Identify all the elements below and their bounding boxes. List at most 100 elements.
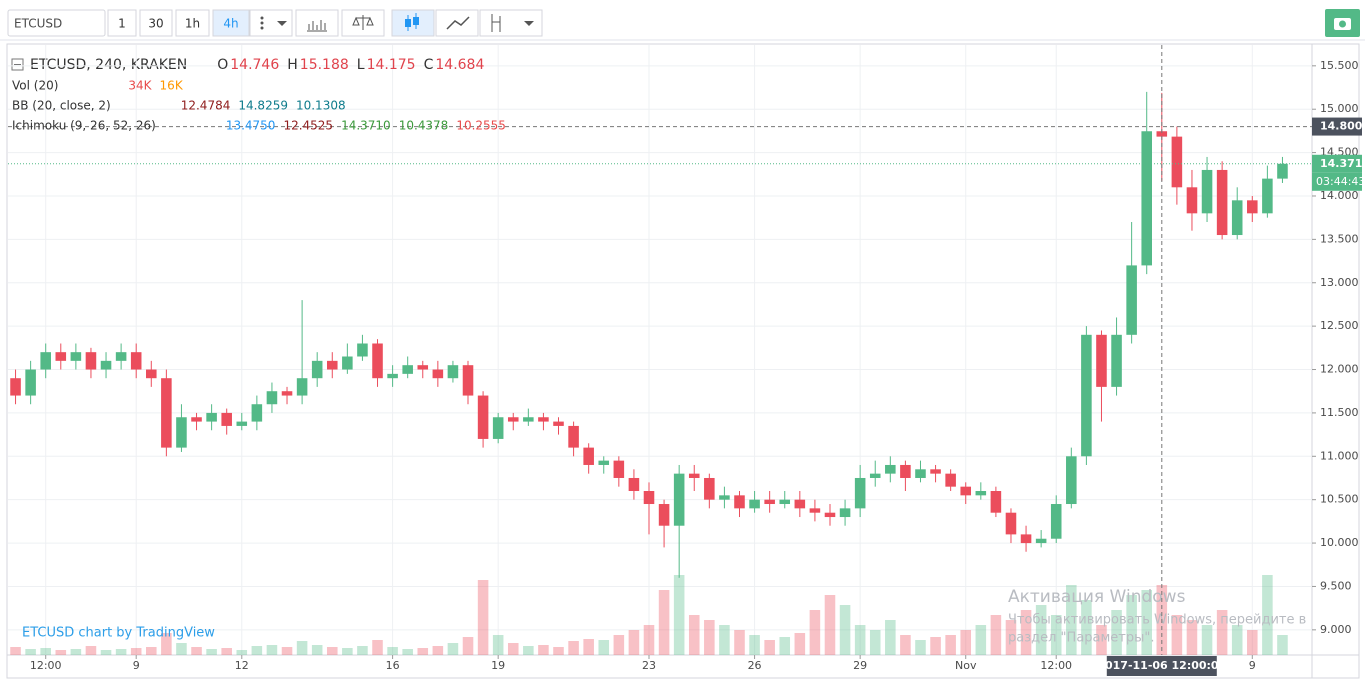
volume-bar	[206, 649, 217, 655]
candle-body	[25, 369, 36, 396]
ohlc-letter: O	[217, 57, 228, 73]
interval-button[interactable]	[139, 9, 173, 37]
volume-bar	[628, 630, 640, 655]
x-tick-label: 26	[748, 659, 762, 672]
candle-body	[100, 360, 112, 370]
volume-bar	[477, 580, 489, 655]
volume-bar	[1247, 630, 1258, 655]
countdown-tag	[1312, 172, 1362, 191]
interval-label[interactable]: 30	[148, 17, 163, 31]
candle-body	[296, 378, 308, 396]
candle-body	[538, 417, 549, 422]
candle-body	[1141, 131, 1152, 266]
indicators-button[interactable]	[295, 9, 339, 37]
interval-label[interactable]: 4h	[223, 17, 238, 31]
crosshair-price-label: 14.800	[1320, 120, 1363, 133]
candle-body	[236, 421, 248, 426]
crosshair-price-tag	[1312, 117, 1362, 136]
candle-body	[462, 365, 474, 396]
volume-bar	[824, 595, 836, 655]
candle-body	[628, 477, 640, 492]
collapse-icon[interactable]	[11, 58, 24, 71]
volume-bar	[960, 630, 972, 655]
ohlc-value: 15.188	[300, 57, 349, 73]
volume-bar	[643, 625, 655, 655]
last-price-label: 14.371	[1320, 157, 1362, 170]
symbol-box[interactable]	[7, 9, 106, 37]
volume-bar	[115, 649, 127, 655]
candle-body	[10, 378, 21, 396]
indicator-value: 13.4750	[226, 119, 276, 133]
crosshair-time-tag	[1106, 656, 1217, 676]
candle-body	[824, 512, 836, 518]
candle-body	[477, 395, 489, 439]
volume-bar	[357, 646, 368, 655]
y-tick-label: 9.500	[1320, 579, 1352, 592]
candle-body	[1216, 169, 1228, 236]
volume-bar	[402, 649, 413, 655]
x-tick-label: 12:00	[1040, 659, 1072, 672]
volume-bar	[688, 615, 700, 655]
candle-body	[688, 473, 700, 478]
volume-bar	[719, 625, 730, 655]
volume-bar	[507, 643, 519, 655]
candle-body	[719, 495, 730, 500]
volume-bar	[1171, 615, 1183, 655]
volume-bar	[930, 637, 941, 655]
volume-bar	[191, 647, 202, 655]
volume-bar	[85, 646, 97, 655]
candle-body	[1171, 136, 1183, 188]
interval-label[interactable]: 1h	[185, 17, 200, 31]
volume-bar	[1020, 610, 1032, 655]
os-activation-text: раздел "Параметры".	[1008, 631, 1155, 646]
volume-bar	[70, 649, 82, 655]
volume-bar	[251, 646, 263, 655]
candle-body	[387, 373, 398, 379]
candle-body	[1020, 534, 1032, 544]
y-tick-label: 14.000	[1320, 189, 1359, 202]
interval-button[interactable]	[175, 9, 210, 37]
interval-button[interactable]	[107, 9, 137, 37]
volume-bar	[1277, 635, 1288, 655]
indicator-value: 10.1308	[296, 99, 346, 113]
y-tick-label: 10.000	[1320, 536, 1359, 549]
interval-label[interactable]: 1	[118, 17, 126, 31]
crosshair-time-label: 2017-11-06 12:00:00	[1097, 659, 1226, 672]
x-tick-label: 16	[386, 659, 400, 672]
interval-button[interactable]	[212, 9, 250, 37]
volume-bar	[55, 650, 67, 655]
candle-body	[568, 425, 579, 448]
watermark: ETCUSD chart by TradingView	[22, 626, 215, 641]
candle-body	[191, 417, 202, 422]
ohlc-letter: H	[287, 57, 298, 73]
volume-bar	[749, 635, 760, 655]
candle-body	[432, 369, 444, 379]
volume-bar	[553, 647, 564, 655]
candle-body	[809, 508, 821, 513]
indicator-name: Vol (20)	[12, 79, 58, 93]
y-tick-label: 15.000	[1320, 102, 1359, 115]
menu-button[interactable]	[249, 9, 293, 37]
symbol-text[interactable]: ETCUSD	[14, 17, 62, 31]
indicator-value: 14.8259	[238, 99, 288, 113]
os-activation-text: Чтобы активировать Windows, перейдите в	[1008, 613, 1306, 628]
candle-body	[704, 477, 715, 500]
volume-bar	[1050, 615, 1062, 655]
volume-bar	[1262, 575, 1273, 655]
volume-bar	[900, 635, 911, 655]
dot	[260, 26, 264, 30]
volume-bar	[1141, 590, 1152, 655]
candle-body	[266, 391, 278, 405]
icon	[307, 20, 327, 32]
ohlc-value: 14.684	[435, 57, 484, 73]
chart-frame	[6, 43, 1360, 679]
x-tick-label: 29	[853, 659, 867, 672]
candle-body	[417, 365, 429, 370]
candle-body	[357, 343, 368, 357]
candle-body	[734, 495, 745, 509]
candle-body	[1111, 334, 1122, 387]
indicator-value: 10.4378	[399, 119, 449, 133]
dot	[260, 16, 264, 20]
draw-button[interactable]	[479, 9, 543, 37]
candle-body	[447, 365, 459, 379]
